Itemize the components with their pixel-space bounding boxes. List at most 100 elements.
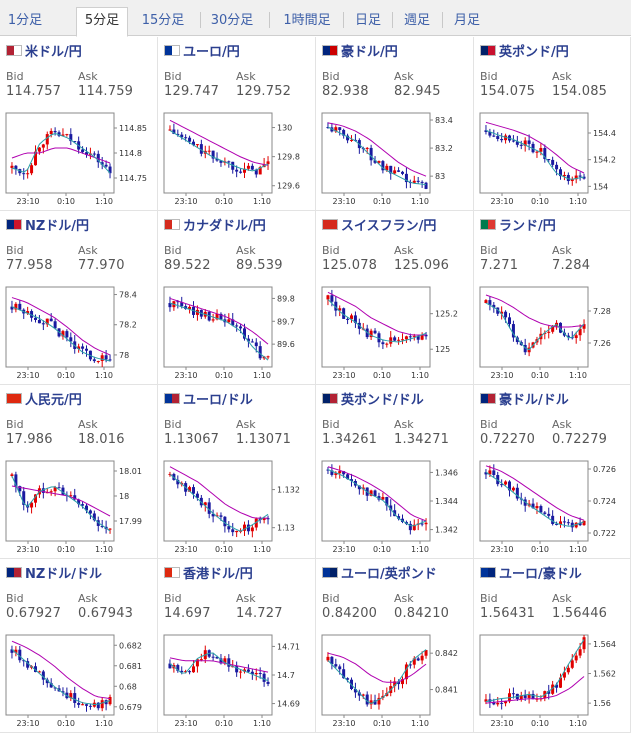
y-tick-label: 1.132: [277, 486, 300, 495]
pair-header[interactable]: 香港ドル/円: [164, 563, 253, 582]
candle-body: [484, 699, 488, 702]
candle-body: [219, 658, 223, 664]
pair-header[interactable]: ランド/円: [480, 215, 556, 234]
pair-header[interactable]: ユーロ/豪ドル: [480, 563, 582, 582]
pair-name-link[interactable]: ユーロ/円: [183, 44, 240, 60]
bid-label: Bid: [6, 70, 24, 83]
pair-header[interactable]: ユーロ/英ポンド: [322, 563, 437, 582]
price-chart[interactable]: 114.85 114.8 114.75 23:10 0:10 1:10: [2, 107, 156, 209]
pair-panel[interactable]: スイスフラン/円 Bid Ask 125.078 125.096 125.2 125 23:1…: [316, 211, 474, 385]
candle-body: [41, 488, 45, 493]
x-tick-label: 23:10: [490, 719, 513, 728]
ask-value: 77.970: [78, 258, 125, 273]
candle-body: [180, 302, 184, 307]
price-chart[interactable]: 14.71 14.7 14.69 23:10 0:10 1:10: [160, 629, 314, 731]
pair-panel[interactable]: ユーロ/円 Bid Ask 129.747 129.752 130 129.8 129.6 23…: [158, 37, 316, 211]
pair-header[interactable]: ユーロ/円: [164, 41, 240, 60]
candle-body: [235, 325, 239, 327]
pair-header[interactable]: カナダドル/円: [164, 215, 266, 234]
pair-panel[interactable]: カナダドル/円 Bid Ask 89.522 89.539 89.8 89.7 89.6 23:…: [158, 211, 316, 385]
pair-panel[interactable]: 米ドル/円 Bid Ask 114.757 114.759 114.85 114.8 114.…: [0, 37, 158, 211]
tab-3[interactable]: 30分足: [210, 13, 254, 28]
pair-panel[interactable]: 香港ドル/円 Bid Ask 14.697 14.727 14.71 14.7 14.69 23…: [158, 559, 316, 733]
y-tick-label: 78.4: [119, 291, 137, 300]
tab-4[interactable]: 1時間足: [283, 13, 331, 28]
pair-name-link[interactable]: 香港ドル/円: [183, 566, 253, 582]
price-chart[interactable]: 1.132 1.13 23:10 0:10 1:10: [160, 455, 314, 557]
pair-name-link[interactable]: 人民元/円: [25, 392, 82, 408]
pair-header[interactable]: NZドル/ドル: [6, 563, 103, 582]
ask-value: 1.13071: [236, 432, 292, 447]
candle-body: [85, 152, 88, 155]
tab-7[interactable]: 月足: [453, 13, 480, 28]
pair-header[interactable]: NZドル/円: [6, 215, 90, 234]
pair-name-link[interactable]: 豪ドル/ドル: [499, 392, 569, 408]
price-chart[interactable]: 83.4 83.2 83 23:10 0:10 1:10: [318, 107, 472, 209]
price-chart[interactable]: 7.28 7.26 23:10 0:10 1:10: [476, 281, 630, 383]
price-chart[interactable]: 1.346 1.344 1.342 23:10 0:10 1:10: [318, 455, 472, 557]
pair-header[interactable]: 人民元/円: [6, 389, 82, 408]
price-chart[interactable]: 154.4 154.2 154 23:10 0:10 1:10: [476, 107, 630, 209]
candle-body: [412, 180, 416, 183]
pair-header[interactable]: 米ドル/円: [6, 41, 82, 60]
pair-name-link[interactable]: 英ポンド/円: [499, 44, 569, 60]
tab-1[interactable]: 5分足: [76, 7, 128, 37]
tab-separator: [200, 12, 201, 28]
ma-slow-line: [485, 676, 585, 704]
price-chart[interactable]: 125.2 125 23:10 0:10 1:10: [318, 281, 472, 383]
pair-header[interactable]: スイスフラン/円: [322, 215, 437, 234]
pair-name-link[interactable]: ランド/円: [499, 218, 556, 234]
candle-body: [346, 135, 350, 141]
pair-panel[interactable]: 英ポンド/ドル Bid Ask 1.34261 1.34271 1.346 1.344 1.3…: [316, 385, 474, 559]
price-chart[interactable]: 89.8 89.7 89.6 23:10 0:10 1:10: [160, 281, 314, 383]
price-chart[interactable]: 0.726 0.724 0.722 23:10 0:10 1:10: [476, 455, 630, 557]
tab-0[interactable]: 1分足: [7, 13, 43, 28]
pair-header[interactable]: 英ポンド/ドル: [322, 389, 424, 408]
price-chart[interactable]: 78.4 78.2 78 23:10 0:10 1:10: [2, 281, 156, 383]
pair-panel[interactable]: 豪ドル/円 Bid Ask 82.938 82.945 83.4 83.2 83 23:10 0:…: [316, 37, 474, 211]
pair-panel[interactable]: ユーロ/豪ドル Bid Ask 1.56431 1.56446 1.564 1.562 1.5…: [474, 559, 631, 733]
y-tick-label: 83.2: [435, 144, 453, 153]
pair-name-link[interactable]: NZドル/円: [25, 218, 90, 234]
candle-body: [578, 175, 582, 177]
candle-body: [254, 169, 258, 175]
candle-body: [578, 522, 582, 526]
candle-body: [389, 337, 393, 344]
pair-name-link[interactable]: スイスフラン/円: [341, 218, 437, 234]
price-chart[interactable]: 18.01 18 17.99 23:10 0:10 1:10: [2, 455, 156, 557]
pair-name-link[interactable]: 英ポンド/ドル: [341, 392, 424, 408]
pair-panel[interactable]: ユーロ/ドル Bid Ask 1.13067 1.13071 1.132 1.13 23:10…: [158, 385, 316, 559]
pair-panel[interactable]: NZドル/ドル Bid Ask 0.67927 0.67943 0.682 0.681 0.6…: [0, 559, 158, 733]
pair-name-link[interactable]: NZドル/ドル: [25, 566, 103, 582]
candle-body: [85, 348, 88, 351]
price-chart[interactable]: 0.682 0.681 0.68 0.679 23:10 0:10 1:10: [2, 629, 156, 731]
pair-name-link[interactable]: ユーロ/豪ドル: [499, 566, 582, 582]
pair-name-link[interactable]: ユーロ/英ポンド: [341, 566, 437, 582]
pair-header[interactable]: 豪ドル/円: [322, 41, 398, 60]
pair-panel[interactable]: ランド/円 Bid Ask 7.271 7.284 7.28 7.26 23:10 0:10 1:…: [474, 211, 631, 385]
pair-name-link[interactable]: カナダドル/円: [183, 218, 266, 234]
tab-2[interactable]: 15分足: [141, 13, 185, 28]
pair-header[interactable]: 英ポンド/円: [480, 41, 569, 60]
pair-header[interactable]: ユーロ/ドル: [164, 389, 253, 408]
candle-body: [192, 141, 195, 146]
tab-5[interactable]: 日足: [354, 13, 381, 28]
price-chart[interactable]: 0.842 0.841 23:10 0:10 1:10: [318, 629, 472, 731]
ask-label: Ask: [236, 592, 256, 605]
pair-panel[interactable]: ユーロ/英ポンド Bid Ask 0.84200 0.84210 0.842 0.841 23…: [316, 559, 474, 733]
pair-panel[interactable]: 英ポンド/円 Bid Ask 154.075 154.085 154.4 154.2 154 2…: [474, 37, 631, 211]
x-tick-label: 23:10: [174, 197, 197, 206]
pair-name-link[interactable]: 豪ドル/円: [341, 44, 398, 60]
pair-panel[interactable]: 豪ドル/ドル Bid Ask 0.72270 0.72279 0.726 0.724 0.72…: [474, 385, 631, 559]
tab-6[interactable]: 週足: [403, 13, 430, 28]
pair-panel[interactable]: 人民元/円 Bid Ask 17.986 18.016 18.01 18 17.99 23:10…: [0, 385, 158, 559]
pair-panel[interactable]: NZドル/円 Bid Ask 77.958 77.970 78.4 78.2 78 23:10 0…: [0, 211, 158, 385]
pair-header[interactable]: 豪ドル/ドル: [480, 389, 569, 408]
price-chart[interactable]: 1.564 1.562 1.56 23:10 0:10 1:10: [476, 629, 630, 731]
candle-body: [397, 681, 401, 685]
pair-name-link[interactable]: 米ドル/円: [25, 44, 82, 60]
candle-body: [65, 134, 69, 136]
price-chart[interactable]: 130 129.8 129.6 23:10 0:10 1:10: [160, 107, 314, 209]
bid-value: 1.56431: [480, 606, 536, 621]
pair-name-link[interactable]: ユーロ/ドル: [183, 392, 253, 408]
